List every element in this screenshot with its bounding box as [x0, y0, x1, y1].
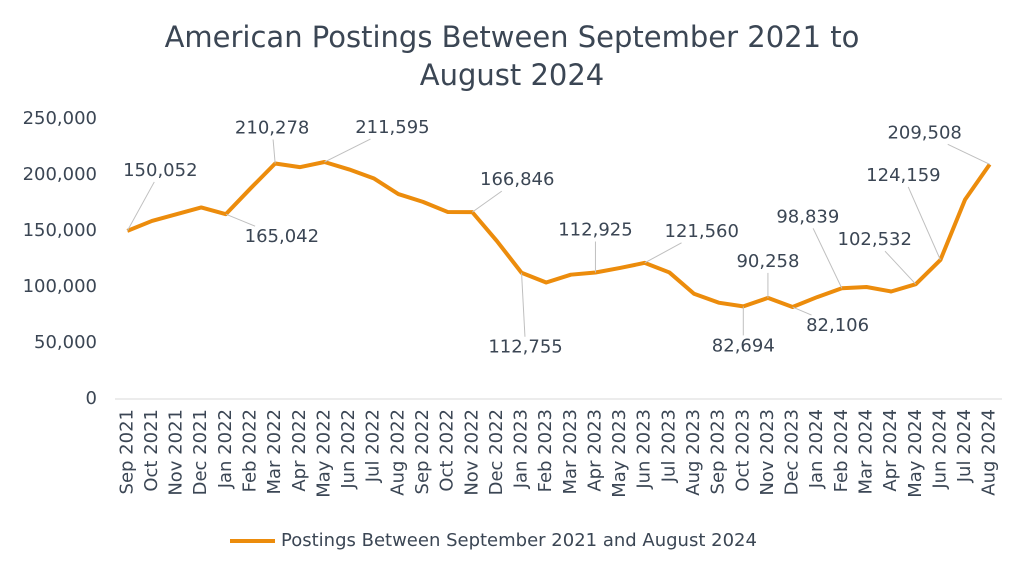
data-label: 112,755 — [488, 337, 562, 358]
x-tick-label: Sep 2022 — [412, 409, 433, 494]
x-tick-label: Mar 2023 — [560, 409, 581, 495]
x-tick-label: Sep 2021 — [116, 409, 137, 494]
x-tick-label: Jun 2022 — [338, 409, 359, 490]
x-tick-label: Nov 2021 — [166, 409, 187, 496]
x-tick-label: May 2024 — [905, 409, 926, 498]
data-label: 209,508 — [887, 122, 961, 143]
leader-line — [272, 139, 276, 164]
y-tick-label: 250,000 — [23, 108, 97, 129]
data-label: 166,846 — [480, 169, 554, 190]
leader-line — [907, 186, 941, 261]
x-tick-label: Jul 2023 — [658, 409, 679, 483]
x-tick-label: Apr 2022 — [289, 409, 310, 492]
x-tick-label: Nov 2023 — [757, 409, 778, 496]
chart-title: American Postings Between September 2021… — [164, 20, 860, 92]
x-tick-label: Nov 2022 — [461, 409, 482, 496]
x-tick-label: Jan 2024 — [806, 409, 827, 489]
y-tick-label: 100,000 — [23, 276, 97, 297]
data-label: 211,595 — [355, 117, 429, 138]
data-label: 102,532 — [838, 229, 912, 250]
data-label: 98,839 — [776, 206, 839, 227]
data-label: 121,560 — [665, 221, 739, 242]
x-tick-label: Feb 2022 — [240, 409, 261, 492]
data-label: 90,258 — [736, 251, 799, 272]
x-tick-label: Oct 2022 — [437, 409, 458, 492]
leader-line — [225, 213, 256, 227]
x-tick-label: Apr 2023 — [584, 409, 605, 492]
data-label: 82,106 — [806, 315, 869, 336]
data-label: 112,925 — [558, 220, 632, 241]
leader-line — [521, 272, 526, 337]
data-label: 150,052 — [123, 160, 197, 181]
legend-label: Postings Between September 2021 and Augu… — [281, 530, 757, 551]
x-tick-label: Oct 2023 — [732, 409, 753, 492]
x-tick-label: Jan 2023 — [511, 409, 532, 489]
x-tick-label: Mar 2024 — [855, 409, 876, 495]
x-tick-label: Aug 2023 — [683, 409, 704, 496]
y-tick-label: 150,000 — [23, 220, 97, 241]
data-line — [126, 160, 992, 310]
leader-line — [324, 138, 371, 163]
x-tick-label: Mar 2022 — [264, 409, 285, 495]
y-tick-label: 200,000 — [23, 164, 97, 185]
leader-line — [644, 242, 682, 264]
leader-line — [812, 228, 843, 289]
data-label: 165,042 — [245, 226, 319, 247]
data-label: 210,278 — [235, 117, 309, 138]
leader-line — [471, 190, 503, 213]
x-tick-label: May 2023 — [609, 409, 630, 498]
x-tick-label: Jun 2023 — [634, 409, 655, 490]
x-tick-label: Dec 2022 — [486, 409, 507, 495]
x-tick-label: Feb 2024 — [831, 409, 852, 492]
y-tick-label: 50,000 — [34, 332, 97, 353]
data-label: 124,159 — [866, 165, 940, 186]
x-tick-label: Dec 2021 — [190, 409, 211, 495]
leader-line — [884, 250, 917, 285]
x-tick-label: Jul 2022 — [363, 409, 384, 483]
leader-line — [792, 306, 812, 316]
x-tick-label: Feb 2023 — [535, 409, 556, 492]
leader-line — [947, 143, 990, 165]
x-tick-label: Sep 2023 — [708, 409, 729, 494]
x-tick-label: Aug 2022 — [387, 409, 408, 496]
x-tick-label: Jan 2022 — [215, 409, 236, 489]
data-label: 82,694 — [712, 335, 775, 356]
x-tick-label: Apr 2024 — [880, 409, 901, 492]
x-tick-label: Jul 2024 — [954, 409, 975, 483]
x-tick-label: May 2022 — [313, 409, 334, 498]
leader-line — [126, 181, 155, 232]
x-tick-label: Aug 2024 — [979, 409, 1000, 496]
x-tick-label: Jun 2024 — [929, 409, 950, 490]
y-tick-label: 0 — [86, 388, 97, 409]
x-tick-label: Dec 2023 — [782, 409, 803, 495]
x-tick-label: Oct 2021 — [141, 409, 162, 492]
